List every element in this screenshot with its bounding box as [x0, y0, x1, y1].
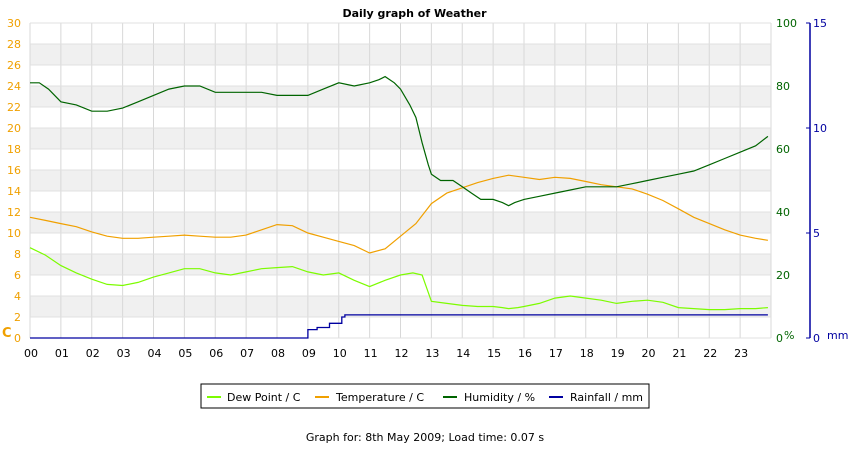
right-axis-humidity-tick-label: 80 [776, 80, 790, 93]
x-axis-tick-label: 09 [302, 347, 316, 360]
left-axis-tick-label: 10 [7, 227, 21, 240]
left-axis-tick-label: 24 [7, 80, 21, 93]
x-axis-tick-label: 10 [333, 347, 347, 360]
x-axis-tick-label: 14 [456, 347, 470, 360]
series-line-dew [29, 247, 768, 311]
legend-label: Rainfall / mm [570, 391, 643, 404]
x-axis-tick-label: 03 [117, 347, 131, 360]
x-axis-tick-label: 02 [86, 347, 100, 360]
x-axis-tick-label: 18 [580, 347, 594, 360]
left-axis-tick-label: 4 [14, 290, 21, 303]
x-axis-tick-label: 17 [549, 347, 563, 360]
left-axis-tick-label: 26 [7, 59, 21, 72]
x-axis-tick-label: 11 [364, 347, 378, 360]
left-axis-tick-label: 8 [14, 248, 21, 261]
right-axis-rainfall-tick-label: 10 [813, 122, 827, 135]
right-axis-rainfall-unit-label: mm [827, 329, 848, 342]
left-axis-tick-label: 30 [7, 17, 21, 30]
right-axis-humidity-tick-label: 0 [776, 332, 783, 345]
left-axis-tick-label: 6 [14, 269, 21, 282]
x-axis-tick-label: 22 [703, 347, 717, 360]
left-axis-tick-label: 22 [7, 101, 21, 114]
footer-caption: Graph for: 8th May 2009; Load time: 0.07… [305, 431, 545, 444]
legend-label: Dew Point / C [227, 391, 301, 404]
legend-label: Temperature / C [335, 391, 424, 404]
series-line-rainfall [30, 314, 768, 339]
legend-box [200, 383, 650, 409]
left-axis-tick-label: 16 [7, 164, 21, 177]
legend-label: Humidity / % [464, 391, 535, 404]
right-axis-humidity-tick-label: 20 [776, 269, 790, 282]
x-axis-tick-label: 13 [425, 347, 439, 360]
chart-title: Daily graph of Weather [342, 7, 487, 20]
left-axis-tick-label: 28 [7, 38, 21, 51]
right-axis-humidity-tick-label: 40 [776, 206, 790, 219]
x-axis-tick-label: 19 [611, 347, 625, 360]
left-axis-tick-label: 20 [7, 122, 21, 135]
x-axis-tick-label: 21 [672, 347, 686, 360]
left-axis-tick-label: 12 [7, 206, 21, 219]
x-axis-tick-label: 07 [240, 347, 254, 360]
left-axis-tick-label: 18 [7, 143, 21, 156]
left-axis-tick-label: 0 [14, 332, 21, 345]
x-axis-tick-label: 04 [148, 347, 162, 360]
right-axis-humidity-tick-label: 60 [776, 143, 790, 156]
x-axis-tick-label: 05 [178, 347, 192, 360]
series-line-temperature [29, 174, 768, 254]
right-axis-humidity-tick-label: 100 [776, 17, 797, 30]
x-axis-tick-label: 23 [734, 347, 748, 360]
left-axis-unit-label: C [2, 326, 12, 341]
right-axis-rainfall-tick-label: 15 [813, 17, 827, 30]
x-axis-tick-label: 06 [209, 347, 223, 360]
right-axis-rainfall-tick-label: 0 [813, 332, 820, 345]
x-axis-tick-label: 12 [395, 347, 409, 360]
left-axis-tick-label: 2 [14, 311, 21, 324]
x-axis-tick-label: 08 [271, 347, 285, 360]
right-axis-rainfall-tick-label: 5 [813, 227, 820, 240]
right-axis-humidity-unit-label: % [784, 329, 794, 342]
left-axis-tick-label: 14 [7, 185, 21, 198]
x-axis-tick-label: 16 [518, 347, 532, 360]
x-axis-tick-label: 01 [55, 347, 69, 360]
x-axis-tick-label: 20 [642, 347, 656, 360]
series-line-humidity [30, 75, 769, 207]
x-axis-tick-label: 00 [24, 347, 38, 360]
x-axis-tick-label: 15 [487, 347, 501, 360]
